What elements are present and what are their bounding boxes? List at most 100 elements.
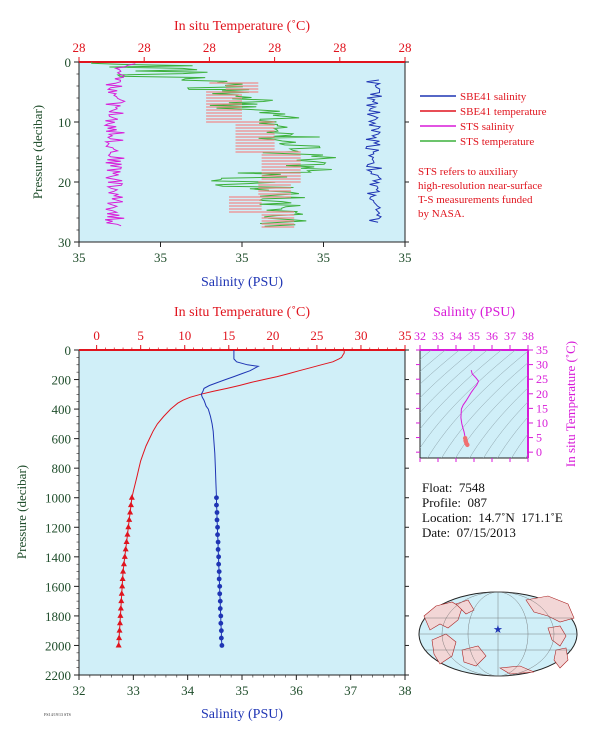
top-pressure-ticks: 0 10 20 30 — [58, 55, 409, 250]
temperature-marker — [117, 612, 124, 618]
density-contour — [455, 374, 528, 458]
sts-temperature-line — [91, 62, 336, 227]
top-temp-tick-label: 28 — [73, 40, 86, 55]
top-temp-tick-label: 28 — [203, 40, 216, 55]
ts-sal-tick-label: 36 — [486, 329, 498, 343]
main-temp-tick-label: 10 — [178, 328, 191, 343]
ts-temp-tick-label: 35 — [536, 343, 548, 357]
top-sal-tick-label: 35 — [154, 250, 167, 265]
density-contour — [420, 350, 488, 413]
ts-temp-axis-title: In situ Temperature (˚C) — [563, 341, 578, 467]
main-y-axis-title: Pressure (decibar) — [14, 465, 29, 559]
salinity-marker — [217, 606, 223, 611]
ts-temp-tick-label: 20 — [536, 387, 548, 401]
top-temp-axis-title: In situ Temperature (˚C) — [174, 19, 310, 34]
density-contours — [420, 350, 528, 458]
sts-note-line-3: T-S measurements funded — [418, 194, 533, 206]
ts-temp-tick-label: 30 — [536, 358, 548, 372]
top-pressure-tick-label: 10 — [58, 115, 71, 130]
main-temp-tick-label: 25 — [310, 328, 323, 343]
main-temp-tick-label: 20 — [266, 328, 279, 343]
ts-temp-tick-label: 25 — [536, 372, 548, 386]
temperature-marker — [120, 568, 127, 574]
float-location: Location: 14.7˚N 171.1˚E — [422, 510, 563, 525]
density-contour — [497, 416, 528, 458]
main-temp-tick-label: 5 — [137, 328, 144, 343]
temperature-marker — [115, 641, 122, 648]
density-contour — [420, 350, 502, 430]
main-pressure-tick-label: 800 — [52, 461, 72, 476]
temperature-marker — [116, 619, 123, 626]
temperature-marker — [118, 590, 125, 596]
temperature-marker — [119, 582, 126, 589]
main-temp-ticks: 0 5 10 15 20 25 30 35 — [93, 328, 412, 350]
top-temp-ticks: 28 28 28 28 28 28 — [73, 40, 412, 62]
density-contour — [420, 350, 432, 360]
density-contour — [441, 362, 528, 458]
main-pressure-tick-label: 400 — [52, 402, 72, 417]
salinity-marker — [214, 502, 219, 508]
salinity-marker — [218, 620, 224, 626]
salinity-markers — [214, 495, 225, 648]
top-temp-tick-label: 28 — [268, 40, 281, 55]
main-sal-tick-label: 38 — [399, 683, 412, 698]
ts-sal-axis-title: Salinity (PSU) — [433, 305, 515, 320]
main-pressure-tick-label: 0 — [65, 343, 72, 358]
main-pressure-tick-label: 2000 — [45, 638, 71, 653]
density-contour — [420, 350, 460, 385]
main-x-axis-title: Salinity (PSU) — [201, 707, 283, 722]
ts-sal-tick-label: 34 — [450, 329, 462, 343]
ts-sal-tick-label: 37 — [504, 329, 516, 343]
salinity-marker — [216, 569, 222, 574]
main-sal-tick-label: 32 — [73, 683, 86, 698]
ts-deep-markers — [462, 435, 470, 448]
temperature-marker — [121, 553, 128, 559]
main-pressure-tick-label: 1600 — [45, 579, 71, 594]
top-sal-tick-label: 35 — [73, 250, 86, 265]
salinity-marker — [217, 598, 223, 604]
ts-deep-marker — [465, 442, 470, 448]
top-pressure-tick-label: 0 — [65, 55, 72, 70]
salinity-marker — [215, 539, 221, 545]
top-panel: In situ Temperature (˚C) 28 28 28 28 28 28 35… — [30, 19, 547, 290]
ts-temp-tick-label: 0 — [536, 445, 542, 459]
salinity-marker — [219, 643, 225, 648]
float-info: Float: 7548 Profile: 087 Location: 14.7˚… — [422, 480, 563, 540]
salinity-marker — [216, 576, 222, 582]
salinity-marker — [214, 510, 220, 515]
salinity-marker — [214, 517, 220, 523]
top-pressure-tick-label: 20 — [58, 175, 71, 190]
main-sal-ticks: 32 33 34 35 36 37 38 — [73, 675, 412, 698]
sbe41-temperature-line — [206, 82, 301, 228]
ts-sal-tick-label: 32 — [414, 329, 426, 343]
temperature-marker — [122, 545, 129, 552]
top-sal-tick-label: 35 — [236, 250, 249, 265]
sts-note-line-2: high-resolution near-surface — [418, 180, 542, 192]
top-y-axis-title: Pressure (decibar) — [30, 105, 45, 199]
temperature-marker — [124, 531, 131, 537]
main-pressure-tick-label: 1000 — [45, 491, 71, 506]
main-temp-tick-label: 30 — [354, 328, 367, 343]
ts-temp-tick-label: 15 — [536, 401, 548, 415]
main-pressure-tick-label: 1800 — [45, 609, 71, 624]
temperature-marker — [128, 494, 135, 500]
ts-sal-ticks: 32 33 34 35 36 37 38 — [414, 329, 534, 462]
salinity-marker — [216, 554, 222, 560]
main-pressure-tick-label: 200 — [52, 373, 72, 388]
temperature-marker — [125, 523, 132, 530]
sbe41-salinity-line — [365, 79, 383, 223]
temperature-marker — [117, 605, 124, 611]
sts-salinity-line — [103, 63, 136, 227]
salinity-marker — [218, 635, 224, 641]
salinity-marker — [218, 628, 224, 634]
ts-temp-tick-label: 5 — [536, 431, 542, 445]
density-contour — [525, 453, 528, 458]
temperature-marker — [119, 575, 126, 581]
main-sal-tick-label: 33 — [127, 683, 140, 698]
salinity-marker — [218, 613, 224, 619]
ts-sal-tick-label: 38 — [522, 329, 534, 343]
main-temp-axis-title: In situ Temperature (˚C) — [174, 305, 310, 320]
top-sal-tick-label: 35 — [317, 250, 330, 265]
